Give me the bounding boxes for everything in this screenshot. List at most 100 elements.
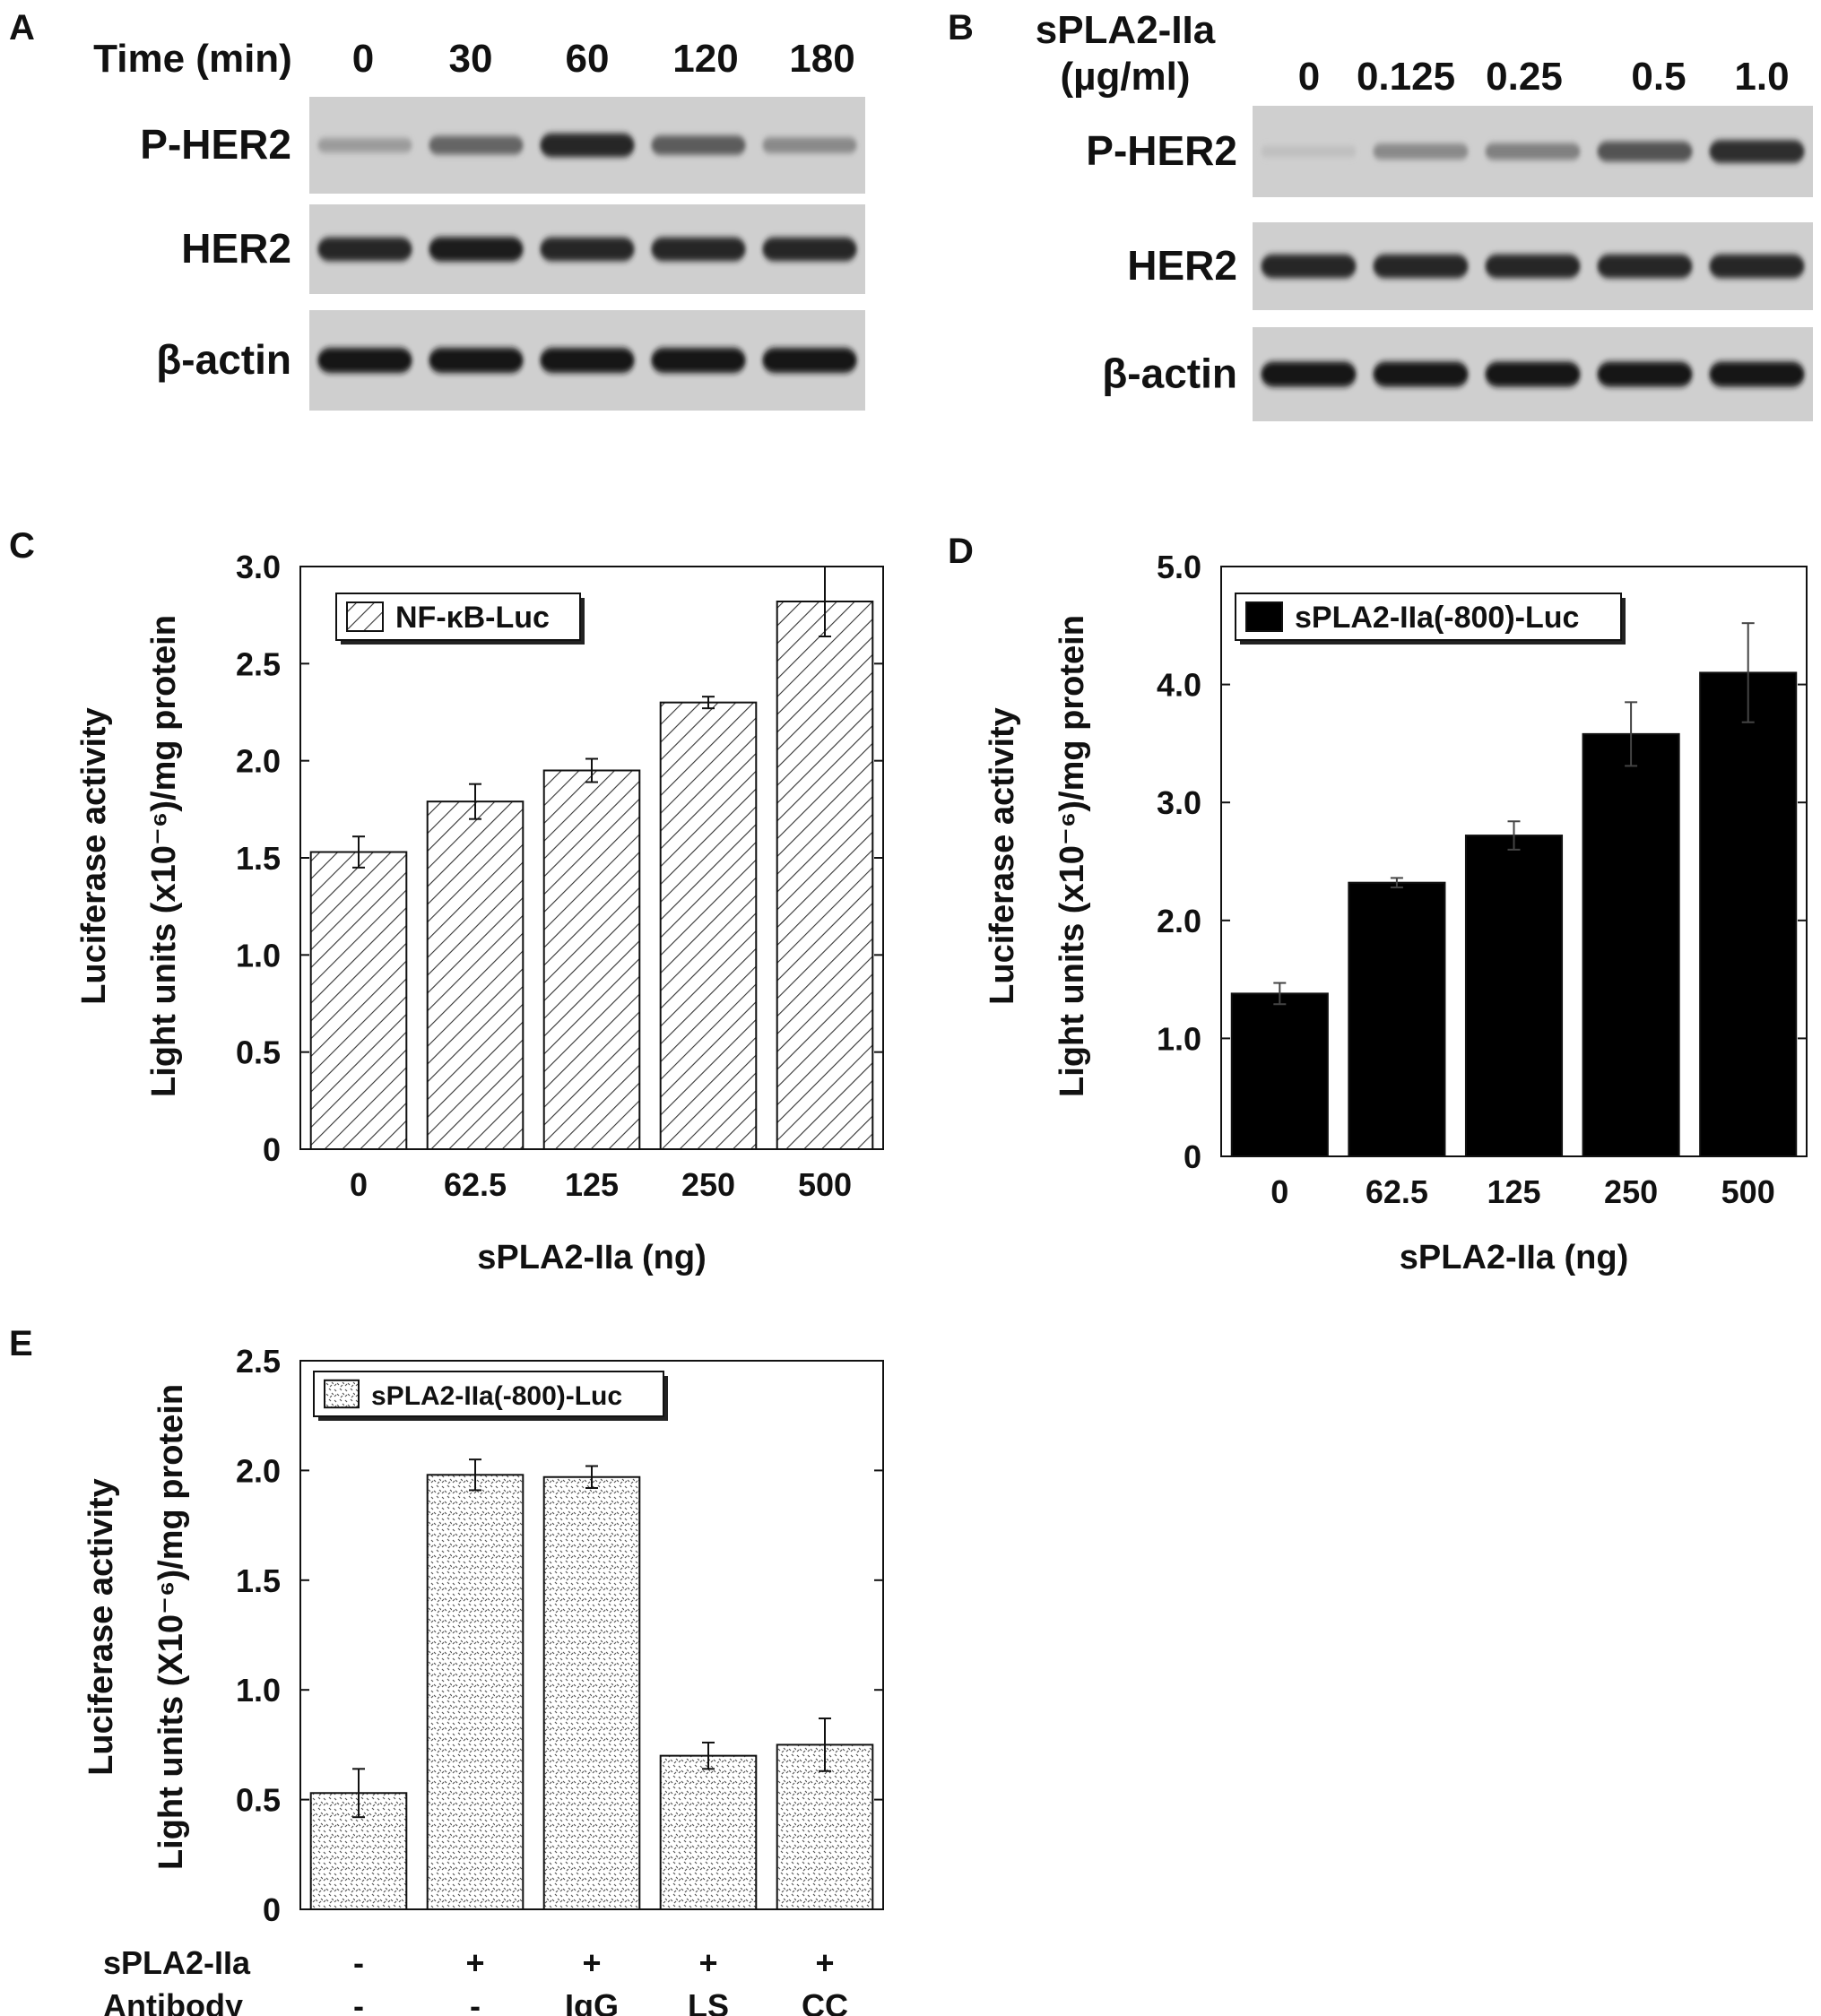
y-tick-label: 3.0 <box>1157 784 1201 821</box>
blot-lane-label: 180 <box>789 37 854 81</box>
y-tick-label: 3.0 <box>236 549 281 585</box>
y-axis-label: Light units (x10⁻⁶)/mg protein <box>1054 615 1091 1097</box>
y-axis-label: Luciferase activity <box>984 707 1021 1005</box>
blot-band <box>1261 254 1357 279</box>
legend: sPLA2-IIa(-800)-Luc <box>1235 593 1626 645</box>
blot-lane-label: 0.125 <box>1357 55 1455 99</box>
condition-value: - <box>470 1987 481 2016</box>
condition-value: + <box>582 1944 601 1981</box>
legend: sPLA2-IIa(-800)-Luc <box>313 1371 668 1421</box>
error-bar <box>585 1465 598 1489</box>
blot-band <box>651 135 746 155</box>
x-tick-label: 125 <box>565 1166 619 1203</box>
blot-band <box>1373 143 1469 160</box>
blot-band <box>1597 141 1693 162</box>
bar <box>1699 671 1798 1157</box>
error-bar <box>1741 622 1755 723</box>
error-bar <box>352 835 365 869</box>
blot-band <box>540 348 635 373</box>
bar <box>1582 732 1680 1157</box>
western-blot-b: sPLA2-IIa(µg/ml) 0 0.125 0.25 0.5 1.0 P-HER2 HE… <box>1036 8 1813 421</box>
blot-header-label: (µg/ml) <box>1060 55 1190 99</box>
error-bar <box>819 1717 831 1772</box>
bar <box>542 1475 641 1911</box>
error-bar <box>585 757 598 783</box>
y-tick-label: 0.5 <box>236 1782 281 1819</box>
error-bar <box>819 566 831 637</box>
blot-row-label: P-HER2 <box>1086 127 1237 174</box>
bar <box>1230 992 1329 1157</box>
condition-row-label: sPLA2-IIa <box>103 1944 251 1981</box>
condition-value: LS <box>688 1987 729 2016</box>
bar <box>426 1474 525 1911</box>
blot-band <box>540 237 635 262</box>
y-axis-label: Luciferase activity <box>75 707 113 1005</box>
bar <box>659 701 758 1151</box>
error-bar <box>1390 877 1403 888</box>
y-tick-label: 1.5 <box>236 840 281 877</box>
x-tick-label: 500 <box>1721 1173 1775 1210</box>
condition-row-label: Antibody <box>103 1987 243 2016</box>
error-bar <box>1507 820 1521 851</box>
y-tick-label: 5.0 <box>1157 549 1201 585</box>
bar-chart-e: 0 0.5 1.0 1.5 2.0 2.5 sPLA2-IIa - + + + + Antibody - -… <box>82 1343 884 2016</box>
blot-lane-label: 30 <box>449 37 493 81</box>
blot-band <box>762 237 857 262</box>
x-tick-label: 125 <box>1487 1173 1540 1210</box>
panel-letter-a: A <box>9 8 35 48</box>
error-bar <box>1625 701 1638 767</box>
blot-lane-label: 0.5 <box>1631 55 1686 99</box>
condition-value: + <box>698 1944 717 1981</box>
blot-row-label: β-actin <box>156 336 291 383</box>
legend-label: sPLA2-IIa(-800)-Luc <box>1295 601 1579 635</box>
y-tick-label: 1.0 <box>236 1672 281 1709</box>
condition-value: IgG <box>565 1987 619 2016</box>
blot-band <box>762 348 857 373</box>
blot-header-label: Time (min) <box>93 37 292 81</box>
blot-row-label: β-actin <box>1102 350 1237 397</box>
x-tick-label: 500 <box>798 1166 852 1203</box>
bar <box>1348 881 1446 1157</box>
blot-band <box>1709 140 1805 163</box>
bar <box>776 601 874 1150</box>
y-tick-label: 2.5 <box>236 645 281 682</box>
x-tick-label: 0 <box>1270 1173 1288 1210</box>
blot-band <box>1373 254 1469 279</box>
y-tick-label: 1.5 <box>236 1562 281 1599</box>
bar-chart-c: 0 0.5 1.0 1.5 2.0 2.5 3.0 0 62.5 125 250 500 sPLA2-I… <box>75 549 884 1276</box>
blot-band <box>1597 361 1693 387</box>
blot-band <box>1373 361 1469 387</box>
y-tick-label: 1.0 <box>1157 1020 1201 1057</box>
x-tick-label: 62.5 <box>1366 1173 1428 1210</box>
bar <box>426 800 525 1151</box>
blot-lane-label: 0 <box>1298 55 1320 99</box>
blot-band <box>1597 254 1693 279</box>
blot-band <box>429 135 524 155</box>
y-tick-label: 0 <box>1184 1138 1201 1175</box>
blot-band <box>1485 143 1581 160</box>
legend-label: sPLA2-IIa(-800)-Luc <box>371 1381 622 1411</box>
error-bar <box>702 1741 715 1770</box>
blot-band <box>429 237 524 262</box>
blot-band <box>1485 254 1581 279</box>
blot-band <box>651 348 746 373</box>
blot-lane-label: 1.0 <box>1734 55 1789 99</box>
blot-row-label: HER2 <box>1127 242 1237 289</box>
error-bar <box>469 1458 481 1492</box>
y-axis-label: Light units (X10⁻⁶)/mg protein <box>152 1384 190 1870</box>
y-tick-label: 2.0 <box>236 1452 281 1489</box>
error-bar <box>1273 982 1287 1006</box>
condition-value: + <box>815 1944 834 1981</box>
blot-band <box>1709 361 1805 387</box>
blot-band <box>317 348 412 373</box>
blot-lane-label: 120 <box>672 37 738 81</box>
bar <box>542 769 641 1150</box>
blot-band <box>429 348 524 373</box>
legend-swatch <box>324 1379 360 1409</box>
condition-value: - <box>353 1944 364 1981</box>
x-tick-label: 0 <box>350 1166 368 1203</box>
y-tick-label: 0 <box>263 1131 281 1168</box>
y-tick-label: 4.0 <box>1157 667 1201 704</box>
y-axis-label: Light units (x10⁻⁶)/mg protein <box>145 615 183 1097</box>
